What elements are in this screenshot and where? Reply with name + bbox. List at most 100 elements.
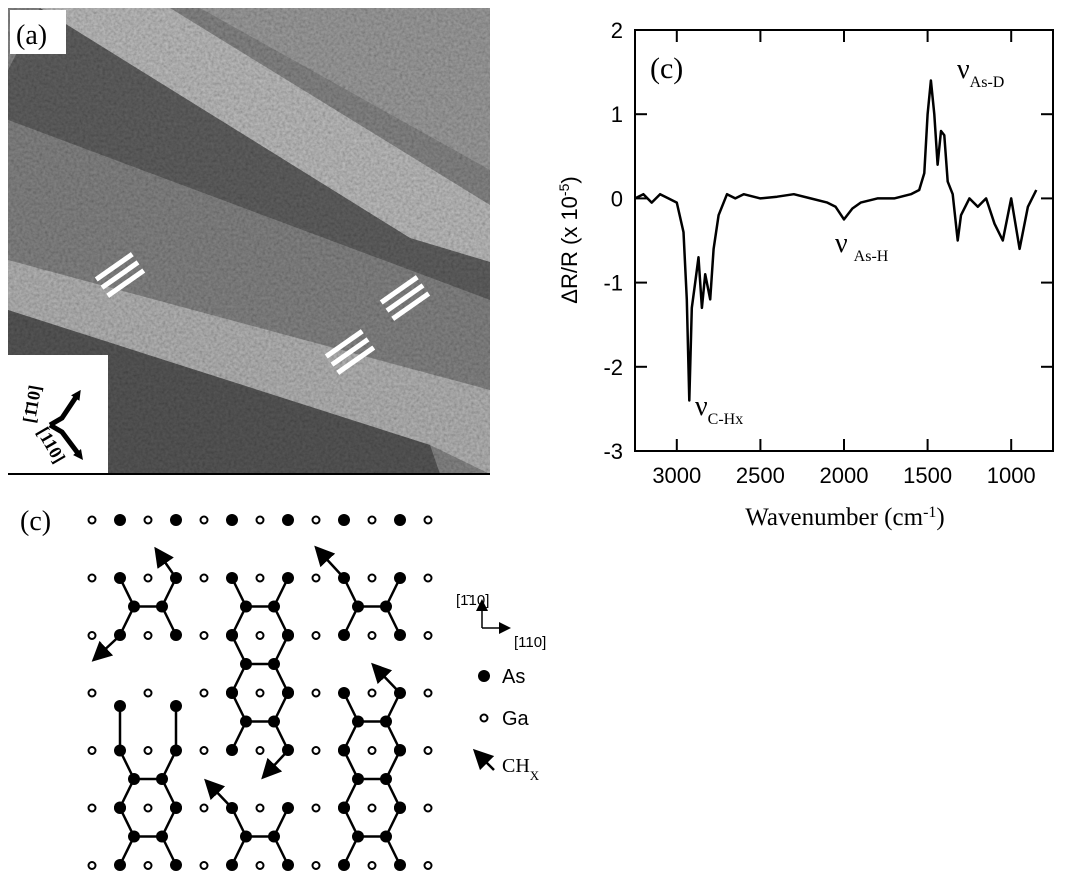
ga-atom: [311, 573, 321, 583]
as-atom: [338, 514, 350, 526]
ga-atom: [143, 631, 153, 640]
y-tick-label: 0: [611, 186, 623, 211]
as-atom: [226, 744, 238, 756]
ga-atom: [143, 573, 153, 583]
annotation-symbol: ν: [957, 54, 970, 85]
direction-box: [8, 355, 108, 473]
as-atom: [156, 830, 168, 843]
x-axis-label: Wavenumber (cm-1): [745, 504, 944, 532]
as-atom: [338, 572, 350, 584]
as-atom: [114, 700, 126, 712]
ga-atom: [423, 515, 433, 525]
as-atom: [338, 802, 350, 814]
spectrum-line: [634, 79, 1038, 402]
as-atom: [282, 802, 294, 814]
y-tick-label: -2: [603, 355, 623, 380]
legend-label: Ga: [502, 708, 530, 730]
ga-atom: [255, 746, 265, 755]
ga-atom: [311, 688, 321, 698]
as-atom: [170, 572, 182, 584]
ga-atom: [143, 515, 153, 525]
x-tick-label: 1500: [903, 463, 952, 488]
as-atom: [170, 802, 182, 814]
ga-atom: [87, 861, 97, 870]
ga-atom: [367, 803, 377, 813]
as-atom: [268, 715, 280, 728]
ga-atom: [367, 631, 377, 640]
ga-atom: [87, 631, 97, 640]
as-atom: [352, 773, 364, 785]
y-axis-label-sup: -5: [556, 183, 572, 196]
y-tick-label: -3: [603, 439, 623, 464]
as-atom: [394, 514, 406, 526]
ga-atom: [311, 861, 321, 870]
lattice: [87, 514, 433, 871]
annotation-symbol: ν: [835, 228, 848, 259]
panel-label: (c): [20, 506, 51, 537]
as-atom: [394, 629, 406, 641]
as-atom: [226, 572, 238, 584]
as-atom: [170, 514, 182, 526]
ga-atom: [423, 746, 433, 755]
ga-atom: [199, 803, 209, 813]
ga-atom: [423, 861, 433, 870]
legend-arrow: [472, 748, 495, 771]
diagram-axes: [476, 599, 511, 634]
as-atom: [380, 600, 392, 613]
ga-atom: [143, 688, 153, 698]
x-axis-label-sup: -1: [923, 504, 936, 521]
as-atom: [226, 514, 238, 526]
as-atom: [128, 830, 140, 843]
as-atom: [352, 600, 364, 613]
legend-label-text: CH: [502, 755, 530, 777]
y-axis-label-end: ): [557, 176, 582, 183]
y-axis-label: ΔR/R (x 10-5): [556, 176, 582, 303]
axis-label: [1̄10]: [456, 592, 489, 609]
as-atom: [156, 773, 168, 785]
axis-label: [110]: [514, 634, 546, 651]
panel-label: (a): [16, 20, 47, 51]
as-atom: [170, 744, 182, 757]
as-atom: [380, 773, 392, 785]
as-atom: [128, 773, 140, 785]
as-atom: [282, 687, 294, 699]
ga-atom: [199, 688, 209, 698]
ga-atom: [87, 573, 97, 583]
as-atom: [394, 687, 406, 699]
as-atom: [282, 572, 294, 584]
as-atom: [114, 514, 126, 526]
as-atom: [226, 687, 238, 699]
as-atom: [240, 715, 252, 728]
ga-atom: [199, 746, 209, 755]
as-atom: [268, 600, 280, 613]
as-atom: [170, 700, 182, 712]
ga-atom: [311, 631, 321, 640]
ga-atom: [199, 861, 209, 870]
x-tick-label: 2000: [820, 463, 869, 488]
legend-label-sub: X: [530, 768, 540, 783]
annotation-symbol: ν: [695, 391, 708, 422]
ga-atom: [367, 861, 377, 870]
as-atom: [380, 830, 392, 843]
as-atom: [226, 859, 238, 871]
as-atom: [282, 514, 294, 526]
as-atom: [394, 572, 406, 584]
ga-atom: [423, 803, 433, 813]
as-atom: [114, 859, 126, 871]
ga-atom: [255, 631, 265, 640]
ga-atom: [199, 631, 209, 640]
as-atom: [394, 744, 406, 757]
as-atom: [240, 600, 252, 613]
as-atom: [114, 572, 126, 584]
ga-atom: [367, 573, 377, 583]
as-atom: [282, 629, 294, 642]
x-tick-label: 2500: [736, 463, 785, 488]
annotation-sub: As-D: [970, 74, 1005, 91]
ga-atom: [311, 515, 321, 525]
ga-atom: [87, 688, 97, 698]
as-atom: [338, 687, 350, 699]
spectrum-chart: (c) ΔR/R (x 10-5) Wavenumber (cm-1) νAs-…: [556, 18, 1054, 532]
ga-atom: [255, 515, 265, 525]
as-atom: [114, 744, 126, 757]
